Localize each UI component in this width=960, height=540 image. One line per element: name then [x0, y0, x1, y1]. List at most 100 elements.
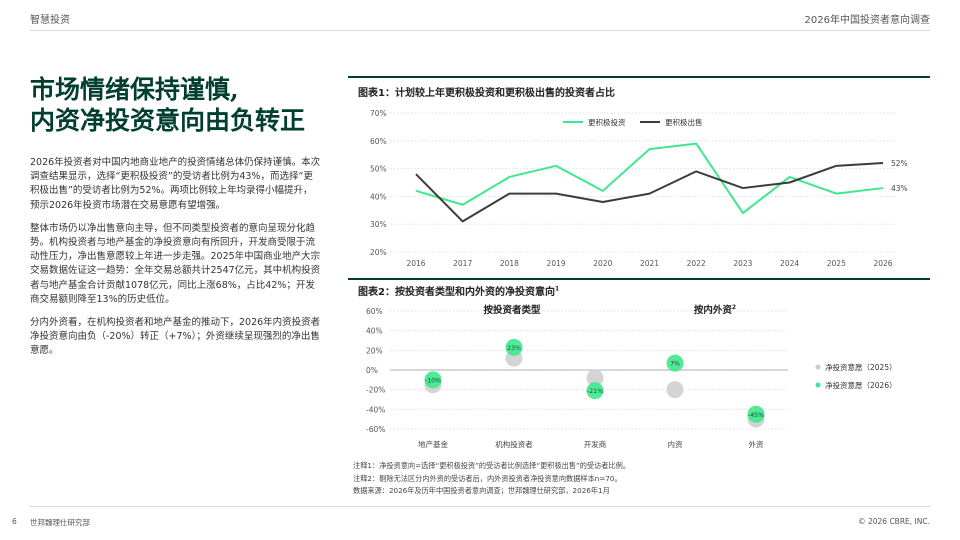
chart2-title-footnote: 1 — [554, 285, 560, 293]
data-point — [835, 165, 837, 167]
legend-label: 更积极出售 — [665, 117, 703, 127]
y-tick-label: -60% — [366, 425, 385, 434]
x-tick-label: 2018 — [500, 259, 519, 268]
y-tick-label: 20% — [366, 346, 383, 355]
body-text: 2026年投资者对中国内地商业地产的投资情绪总体仍保持谨慎。本次调查结果显示，选… — [30, 156, 322, 368]
data-point — [695, 142, 697, 144]
category-label: 开发商 — [584, 439, 607, 449]
group-label-footnote: 2 — [732, 304, 736, 311]
data-point — [508, 176, 510, 178]
paragraph: 分内外资看，在机构投资者和地产基金的推动下，2026年内资投资者净投资意向由负（… — [30, 317, 321, 357]
data-point — [462, 204, 464, 206]
end-value-label: 43% — [891, 184, 908, 193]
page-title-line: 市场情绪保持谨慎, — [30, 75, 239, 104]
data-point — [555, 165, 557, 167]
y-tick-label: 0% — [366, 366, 378, 375]
header-section-label: 智慧投资 — [30, 15, 70, 26]
data-point — [555, 192, 557, 194]
dot-2026 — [747, 405, 765, 423]
dot-2025 — [586, 369, 604, 387]
y-tick-label: 60% — [370, 137, 387, 146]
y-tick-label: 40% — [370, 192, 387, 201]
data-point — [648, 192, 650, 194]
dot-2026 — [666, 354, 684, 372]
page-title-line: 内资净投资意向由负转正 — [30, 106, 306, 135]
y-tick-label: 40% — [366, 327, 383, 336]
header-report-title: 2026年中国投资者意向调查 — [804, 15, 930, 26]
series-line — [415, 162, 884, 223]
note-line: 注释1：净投资意向=选择“更积极投资”的受访者比例选择“更积极出售”的受访者比例… — [353, 461, 631, 470]
source-line: 数据来源：2026年及历年中国投资者意向调查；世邦魏理仕研究部，2026年1月 — [353, 486, 610, 495]
footer-org: 世邦魏理仕研究部 — [30, 518, 90, 527]
category-label: 外资 — [749, 439, 764, 449]
line-chart: 20% 30% 40% 50% 60% 70% 2016 2017 2018 2019 2020 20… — [370, 109, 908, 268]
x-tick-label: 2021 — [640, 259, 659, 268]
dot-2026-label: 23% — [507, 345, 521, 352]
end-value-label: 52% — [891, 159, 908, 168]
series-line — [415, 142, 884, 215]
category-label: 机构投资者 — [495, 439, 533, 449]
data-point — [602, 190, 604, 192]
data-point — [415, 173, 417, 175]
category-label: 地产基金 — [418, 439, 448, 449]
legend-label: 净投资意愿（2026） — [825, 380, 897, 390]
x-tick-label: 2016 — [406, 259, 425, 268]
legend-swatch — [815, 364, 821, 370]
dot-2026-label: -21% — [587, 388, 603, 395]
dot-2026 — [505, 338, 523, 356]
footer-divider — [30, 506, 930, 507]
legend-label: 净投资意愿（2025） — [825, 362, 897, 372]
category-label: 内资 — [668, 439, 683, 449]
data-point — [695, 170, 697, 172]
dot-2026-label: -10% — [425, 377, 441, 384]
page-number: 6 — [12, 517, 17, 526]
paragraph: 2026年投资者对中国内地商业地产的投资情绪总体仍保持谨慎。本次调查结果显示，选… — [30, 157, 321, 211]
chart1-title: 图表1：计划较上年更积极投资和更积极出售的投资者占比 — [358, 88, 615, 99]
y-tick-label: -20% — [366, 386, 385, 395]
data-point — [462, 220, 464, 222]
y-tick-label: 70% — [370, 109, 387, 118]
chart1-top-rule — [348, 76, 930, 78]
x-tick-label: 2024 — [780, 259, 799, 268]
data-point — [508, 192, 510, 194]
chart2-top-rule — [348, 278, 930, 280]
data-point — [788, 181, 790, 183]
data-point — [742, 212, 744, 214]
legend-label: 更积极投资 — [588, 117, 626, 127]
dot-2026-label: 7% — [670, 361, 680, 368]
data-point — [882, 187, 884, 189]
x-tick-label: 2022 — [687, 259, 706, 268]
legend-swatch — [815, 382, 821, 388]
y-tick-label: 60% — [366, 307, 383, 316]
chart2-title-text: 图表2：按投资者类型和内外资的净投资意向 — [358, 287, 555, 298]
header-divider — [30, 30, 930, 31]
paragraph: 整体市场仍以净出售意向主导，但不同类型投资者的意向呈现分化趋势。机构投资者与地产… — [30, 222, 321, 305]
x-tick-label: 2026 — [873, 259, 892, 268]
y-tick-label: 50% — [370, 165, 387, 174]
footer-copyright: © 2026 CBRE, INC. — [858, 517, 930, 526]
dot-2025 — [666, 381, 684, 399]
x-tick-label: 2025 — [827, 259, 846, 268]
dot-2026-label: -45% — [748, 412, 764, 419]
data-point — [415, 190, 417, 192]
dot-2026 — [586, 382, 604, 400]
dot-2026 — [424, 371, 442, 389]
x-tick-label: 2017 — [453, 259, 472, 268]
group-label: 按投资者类型 — [483, 304, 541, 316]
data-point — [788, 176, 790, 178]
chart2-title: 图表2：按投资者类型和内外资的净投资意向1 — [358, 283, 559, 298]
data-point — [602, 201, 604, 203]
data-point — [835, 192, 837, 194]
group-label: 按内外资2 — [694, 304, 736, 316]
page-title: 市场情绪保持谨慎, 内资净投资意向由负转正 — [30, 74, 330, 136]
bubble-chart: -60% -40% -20% 0% 20% 40% 60% 按投资者类型 按内外资2 地产基金 机构… — [366, 304, 897, 449]
x-tick-label: 2023 — [733, 259, 752, 268]
data-point — [882, 162, 884, 164]
note-line: 注释2：剔除无法区分内外资的受访者后，内外资投资者净投资意向数据样本n=70。 — [353, 473, 622, 483]
x-tick-label: 2019 — [547, 259, 566, 268]
y-tick-label: 30% — [370, 220, 387, 229]
y-tick-label: -40% — [366, 405, 385, 414]
data-point — [742, 187, 744, 189]
y-tick-label: 20% — [370, 248, 387, 257]
notes: 注释1：净投资意向=选择“更积极投资”的受访者比例选择“更积极出售”的受访者比例… — [353, 460, 630, 498]
